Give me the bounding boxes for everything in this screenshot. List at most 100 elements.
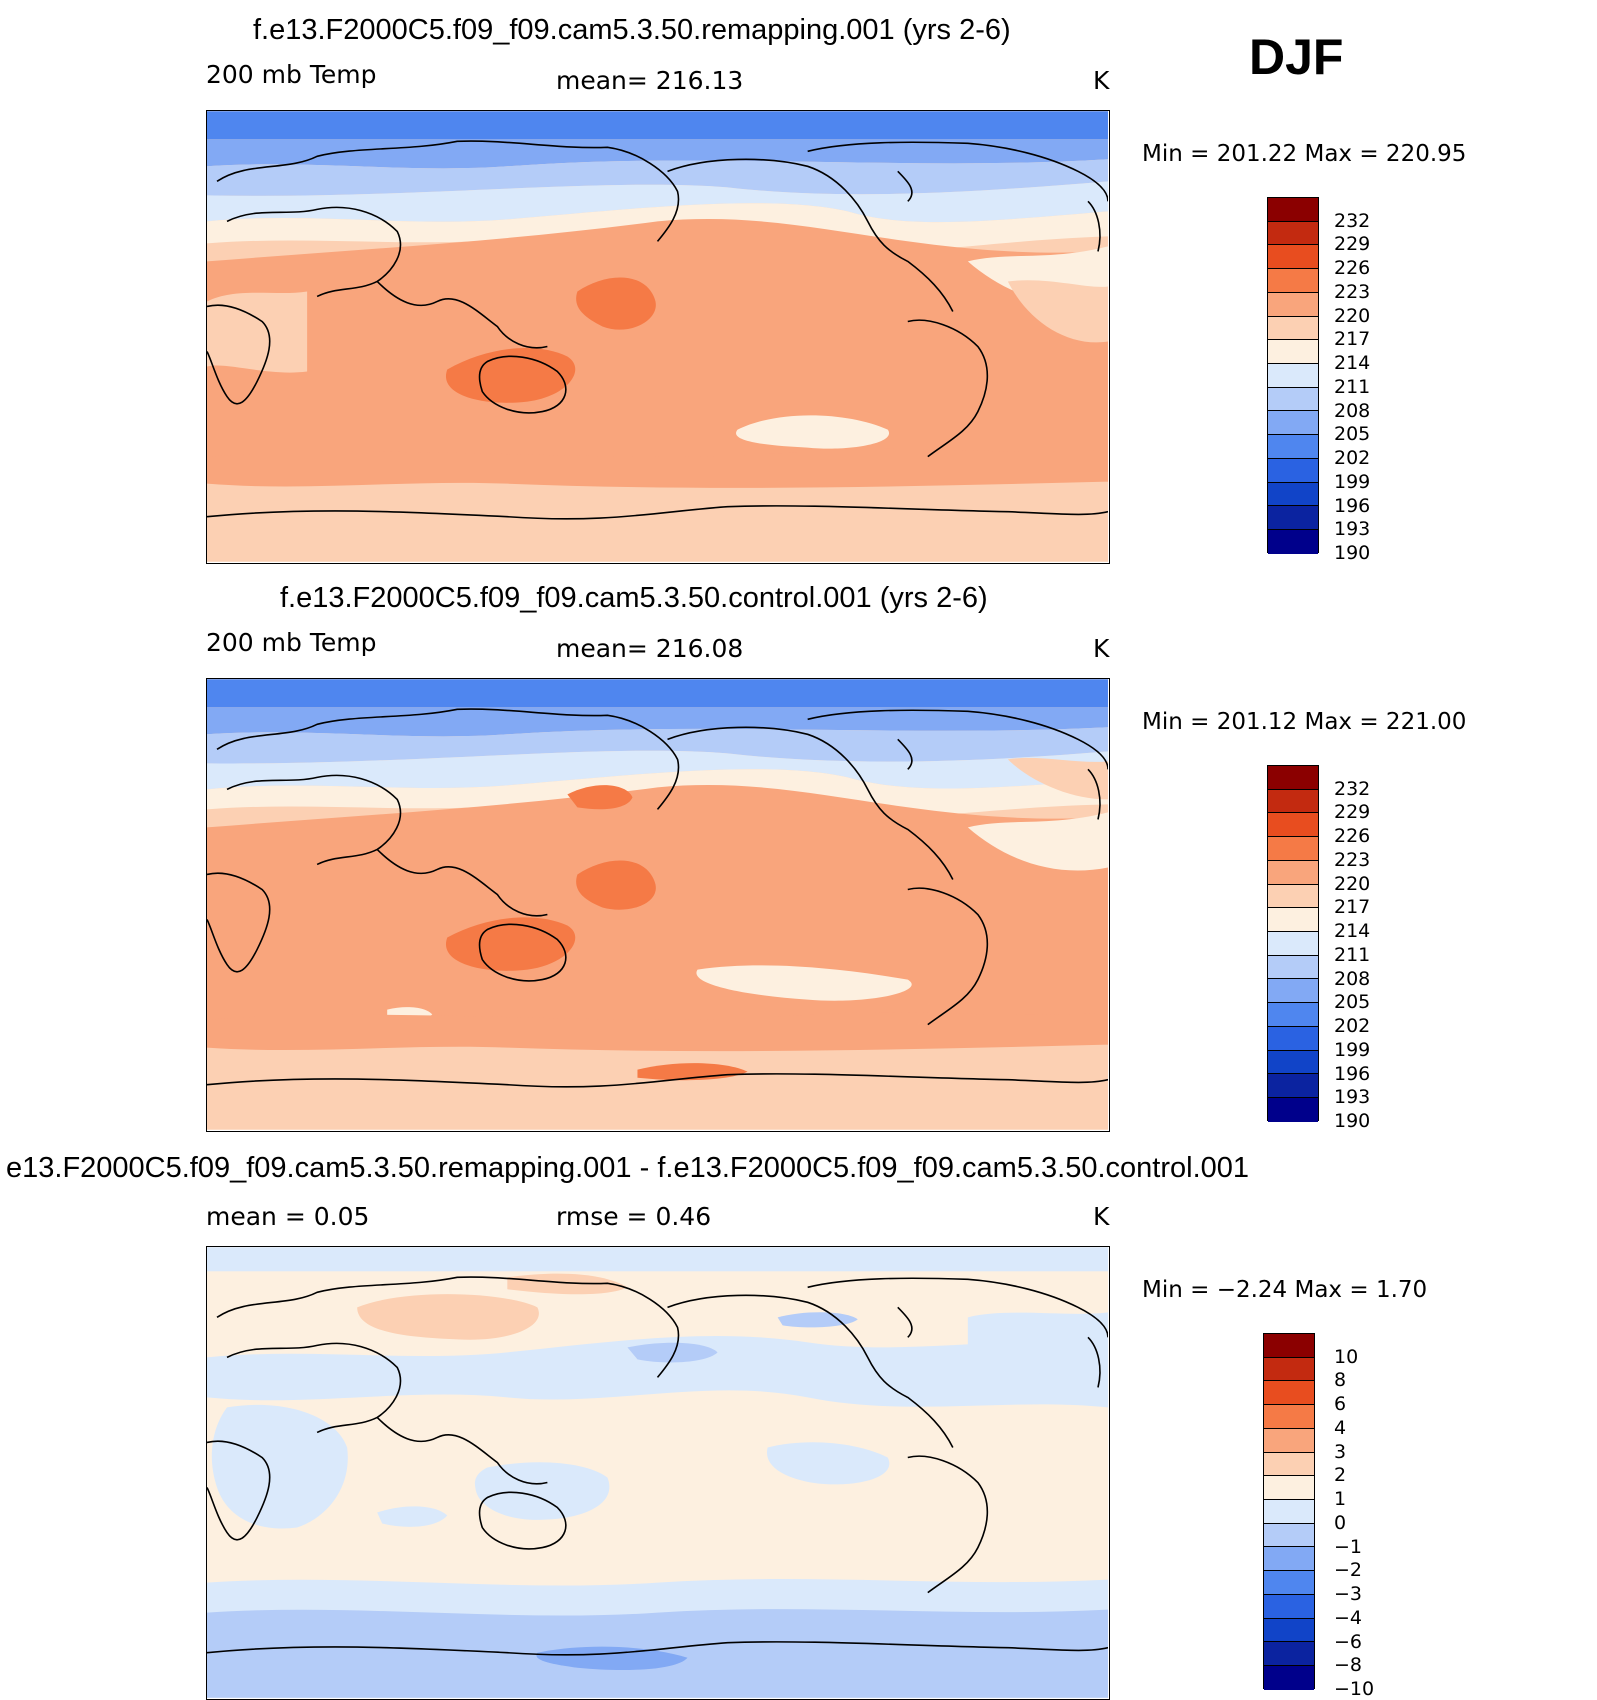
colorbar-tick-label: 8 xyxy=(1334,1369,1347,1392)
panel1-minmax: Min = 201.22 Max = 220.95 xyxy=(1142,141,1467,167)
map-band xyxy=(207,785,1108,1045)
colorbar-tick-label: 199 xyxy=(1334,1038,1371,1061)
colorbar-swatch xyxy=(1264,1476,1314,1501)
colorbar-tick-label: 208 xyxy=(1334,967,1371,990)
colorbar-swatch xyxy=(1268,245,1318,270)
colorbar-swatch xyxy=(1268,435,1318,459)
map-band xyxy=(211,1404,348,1529)
season-label: DJF xyxy=(1249,29,1344,85)
map-band xyxy=(207,181,1108,223)
colorbar-tick-label: 214 xyxy=(1334,920,1371,943)
panel1-mean: mean= 216.13 xyxy=(556,66,744,95)
colorbar-tick-label: 202 xyxy=(1334,1015,1371,1038)
map-band xyxy=(567,785,633,810)
colorbar-swatch xyxy=(1268,482,1318,507)
panel1-title: f.e13.F2000C5.f09_f09.cam5.3.50.remappin… xyxy=(253,14,1011,46)
map-band xyxy=(627,1342,718,1363)
colorbar-tick-label: 226 xyxy=(1334,257,1371,280)
map-band xyxy=(207,727,1108,764)
colorbar-swatch xyxy=(1264,1594,1314,1619)
colorbar-tick-label: 0 xyxy=(1334,1511,1347,1534)
colorbar-tick-label: −10 xyxy=(1334,1678,1375,1700)
colorbar-tick-label: −1 xyxy=(1334,1535,1363,1558)
colorbar-swatch xyxy=(1268,198,1318,222)
colorbar-swatch xyxy=(1268,884,1318,909)
map-band xyxy=(536,1646,688,1671)
colorbar-swatch xyxy=(1268,1050,1318,1075)
colorbar-tick-label: 208 xyxy=(1334,399,1371,422)
colorbar-tick-label: 220 xyxy=(1334,872,1371,895)
colorbar-tick-label: 232 xyxy=(1334,209,1371,232)
colorbar-tick-label: 229 xyxy=(1334,233,1371,256)
colorbar-swatch xyxy=(1268,837,1318,861)
colorbar-tick-label: 226 xyxy=(1334,825,1371,848)
colorbar-tick-label: 205 xyxy=(1334,991,1371,1014)
colorbar-tick-label: 217 xyxy=(1334,896,1371,919)
map-band xyxy=(207,448,1108,488)
colorbar-tick-label: 6 xyxy=(1334,1393,1347,1416)
colorbar-swatch xyxy=(1268,860,1318,885)
colorbar-tick-label: 223 xyxy=(1334,280,1371,303)
colorbar-tick-label: 211 xyxy=(1334,943,1371,966)
map-band xyxy=(207,111,1108,140)
colorbar-swatch xyxy=(1264,1334,1314,1358)
colorbar-swatch xyxy=(1264,1381,1314,1406)
coastlines xyxy=(207,708,1108,1088)
panel2-colorbar xyxy=(1267,765,1319,1122)
panel1-variable-label: 200 mb Temp xyxy=(206,60,377,89)
colorbar-swatch xyxy=(1264,1452,1314,1477)
panel2-variable-label: 200 mb Temp xyxy=(206,628,377,657)
coastlines xyxy=(207,1276,1108,1656)
colorbar-swatch xyxy=(1268,506,1318,531)
colorbar-swatch xyxy=(1264,1618,1314,1643)
colorbar-tick-label: −4 xyxy=(1334,1606,1363,1629)
colorbar-swatch xyxy=(1268,292,1318,317)
colorbar-swatch xyxy=(1268,411,1318,436)
colorbar-tick-label: −6 xyxy=(1334,1630,1363,1653)
colorbar-swatch xyxy=(1268,789,1318,814)
colorbar-swatch xyxy=(1268,932,1318,956)
colorbar-swatch xyxy=(1268,1026,1318,1051)
coastlines xyxy=(207,140,1108,520)
map-band xyxy=(507,1273,628,1295)
colorbar-tick-label: −8 xyxy=(1334,1654,1363,1677)
colorbar-swatch xyxy=(1268,1074,1318,1099)
map-band xyxy=(207,1247,1108,1272)
colorbar-tick-label: 223 xyxy=(1334,848,1371,871)
colorbar-swatch xyxy=(1264,1666,1314,1690)
colorbar-swatch xyxy=(1268,364,1318,388)
panel3-minmax: Min = −2.24 Max = 1.70 xyxy=(1142,1277,1428,1303)
map-band xyxy=(474,1462,610,1520)
map-band xyxy=(576,277,656,330)
map-band xyxy=(967,1312,1108,1379)
colorbar-tick-label: 211 xyxy=(1334,375,1371,398)
map-band xyxy=(207,707,1108,737)
colorbar-tick-label: 193 xyxy=(1334,518,1371,541)
colorbar-swatch xyxy=(1268,766,1318,790)
colorbar-swatch xyxy=(1264,1500,1314,1524)
colorbar-tick-label: 199 xyxy=(1334,470,1371,493)
colorbar-tick-label: 2 xyxy=(1334,1464,1347,1487)
colorbar-tick-label: 3 xyxy=(1334,1440,1347,1463)
colorbar-tick-label: 10 xyxy=(1334,1345,1359,1368)
map-band xyxy=(1007,757,1108,800)
map-band xyxy=(576,860,656,910)
colorbar-swatch xyxy=(1268,221,1318,246)
colorbar-swatch xyxy=(1268,340,1318,365)
colorbar-swatch xyxy=(1268,955,1318,980)
map-band xyxy=(696,965,912,1001)
panel3-map xyxy=(206,1246,1110,1700)
map-band xyxy=(207,219,1108,482)
map-band xyxy=(777,1312,858,1328)
colorbar-swatch xyxy=(1264,1523,1314,1548)
colorbar-tick-label: 196 xyxy=(1334,1062,1371,1085)
map-band xyxy=(207,1012,1108,1052)
colorbar-tick-label: 193 xyxy=(1334,1086,1371,1109)
colorbar-tick-label: 232 xyxy=(1334,777,1371,800)
panel1-map xyxy=(206,110,1110,564)
map-band xyxy=(207,1336,1108,1408)
colorbar-swatch xyxy=(1268,269,1318,293)
colorbar-tick-label: 229 xyxy=(1334,801,1371,824)
colorbar-tick-label: −3 xyxy=(1334,1583,1363,1606)
colorbar-swatch xyxy=(1268,1098,1318,1122)
